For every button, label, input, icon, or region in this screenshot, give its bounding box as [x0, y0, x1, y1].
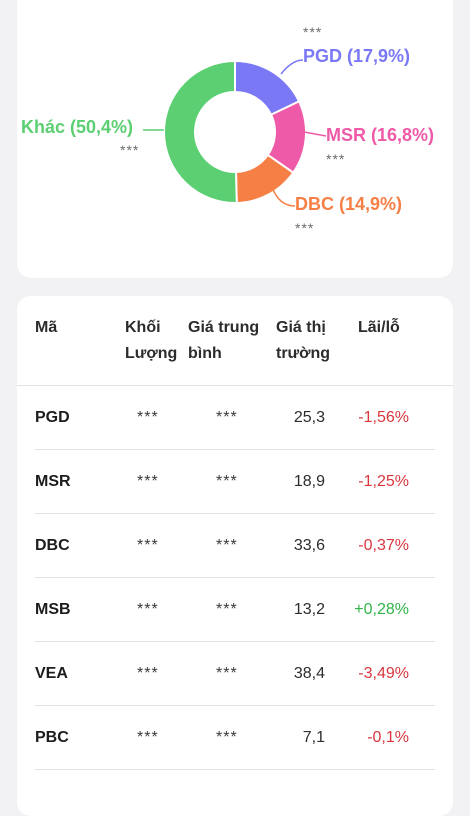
cell-volume: *** [137, 473, 159, 490]
row-divider [35, 513, 435, 514]
cell-volume: *** [137, 729, 159, 746]
cell-volume: *** [137, 665, 159, 682]
row-divider [35, 705, 435, 706]
slice-value-pgd: *** [303, 24, 323, 40]
header-market-line2: trường [276, 345, 331, 362]
cell-profit-loss: +0,28% [354, 601, 409, 618]
row-divider [35, 449, 435, 450]
cell-avg-price: *** [216, 473, 238, 490]
cell-market-price: 13,2 [293, 601, 325, 618]
cell-profit-loss: -0,1% [367, 729, 409, 746]
cell-profit-loss: -1,56% [358, 409, 409, 426]
leader-line-pgd [280, 59, 304, 75]
cell-market-price: 33,6 [293, 537, 325, 554]
header-profit-loss: Lãi/lỗ [358, 319, 400, 336]
donut-slice-khac [163, 59, 238, 204]
leader-line-msr [303, 131, 327, 137]
slice-label-khac: Khác (50,4%) [21, 117, 134, 137]
slice-label-pgd: PGD (17,9%) [303, 46, 411, 66]
header-code: Mã [35, 319, 58, 336]
cell-market-price: 7,1 [302, 729, 325, 746]
header-volume-line1: Khối [125, 319, 161, 336]
header-avg-price: Giá trung bình [188, 315, 259, 367]
header-market-price: Giá thị trường [276, 315, 330, 367]
cell-profit-loss: -1,25% [358, 473, 409, 490]
slice-label-msr: MSR (16,8%) [326, 125, 435, 145]
header-market-line1: Giá thị [276, 319, 326, 336]
table-row[interactable]: MSB *** *** 13,2 +0,28% [17, 578, 453, 642]
table-row[interactable]: DBC *** *** 33,6 -0,37% [17, 514, 453, 578]
slice-label-dbc: DBC (14,9%) [295, 194, 403, 214]
slice-value-dbc: *** [295, 220, 315, 236]
cell-code: DBC [35, 537, 70, 554]
table-row[interactable]: PGD *** *** 25,3 -1,56% [17, 386, 453, 450]
cell-avg-price: *** [216, 665, 238, 682]
table-row[interactable]: PBC *** *** 7,1 -0,1% [17, 706, 453, 770]
cell-volume: *** [137, 409, 159, 426]
cell-code: PBC [35, 729, 69, 746]
allocation-donut-chart [143, 59, 327, 207]
row-divider [35, 577, 435, 578]
leader-line-dbc [271, 186, 296, 207]
cell-avg-price: *** [216, 537, 238, 554]
table-row[interactable]: MSR *** *** 18,9 -1,25% [17, 450, 453, 514]
cell-market-price: 18,9 [293, 473, 325, 490]
cell-volume: *** [137, 601, 159, 618]
cell-code: PGD [35, 409, 70, 426]
cell-avg-price: *** [216, 601, 238, 618]
cell-market-price: 38,4 [293, 665, 325, 682]
cell-avg-price: *** [216, 729, 238, 746]
cell-market-price: 25,3 [293, 409, 325, 426]
slice-value-msr: *** [326, 151, 346, 167]
header-avg-line1: Giá trung [188, 319, 260, 336]
table-row[interactable]: VEA *** *** 38,4 -3,49% [17, 642, 453, 706]
cell-code: VEA [35, 665, 68, 682]
header-volume-line2: Lượng [125, 345, 178, 362]
cell-avg-price: *** [216, 409, 238, 426]
row-divider [35, 769, 435, 770]
cell-code: MSB [35, 601, 71, 618]
cell-volume: *** [137, 537, 159, 554]
cell-profit-loss: -0,37% [358, 537, 409, 554]
holdings-table-card: Mã Khối Lượng Giá trung bình Giá thị trư… [17, 296, 453, 816]
slice-value-khac: *** [120, 142, 140, 158]
cell-code: MSR [35, 473, 71, 490]
row-divider [35, 641, 435, 642]
header-volume: Khối Lượng [125, 315, 177, 367]
header-divider [17, 385, 453, 386]
portfolio-allocation-card: PGD (17,9%) *** MSR (16,8%) *** DBC (14,… [17, 0, 453, 278]
cell-profit-loss: -3,49% [358, 665, 409, 682]
header-avg-line2: bình [188, 345, 222, 362]
